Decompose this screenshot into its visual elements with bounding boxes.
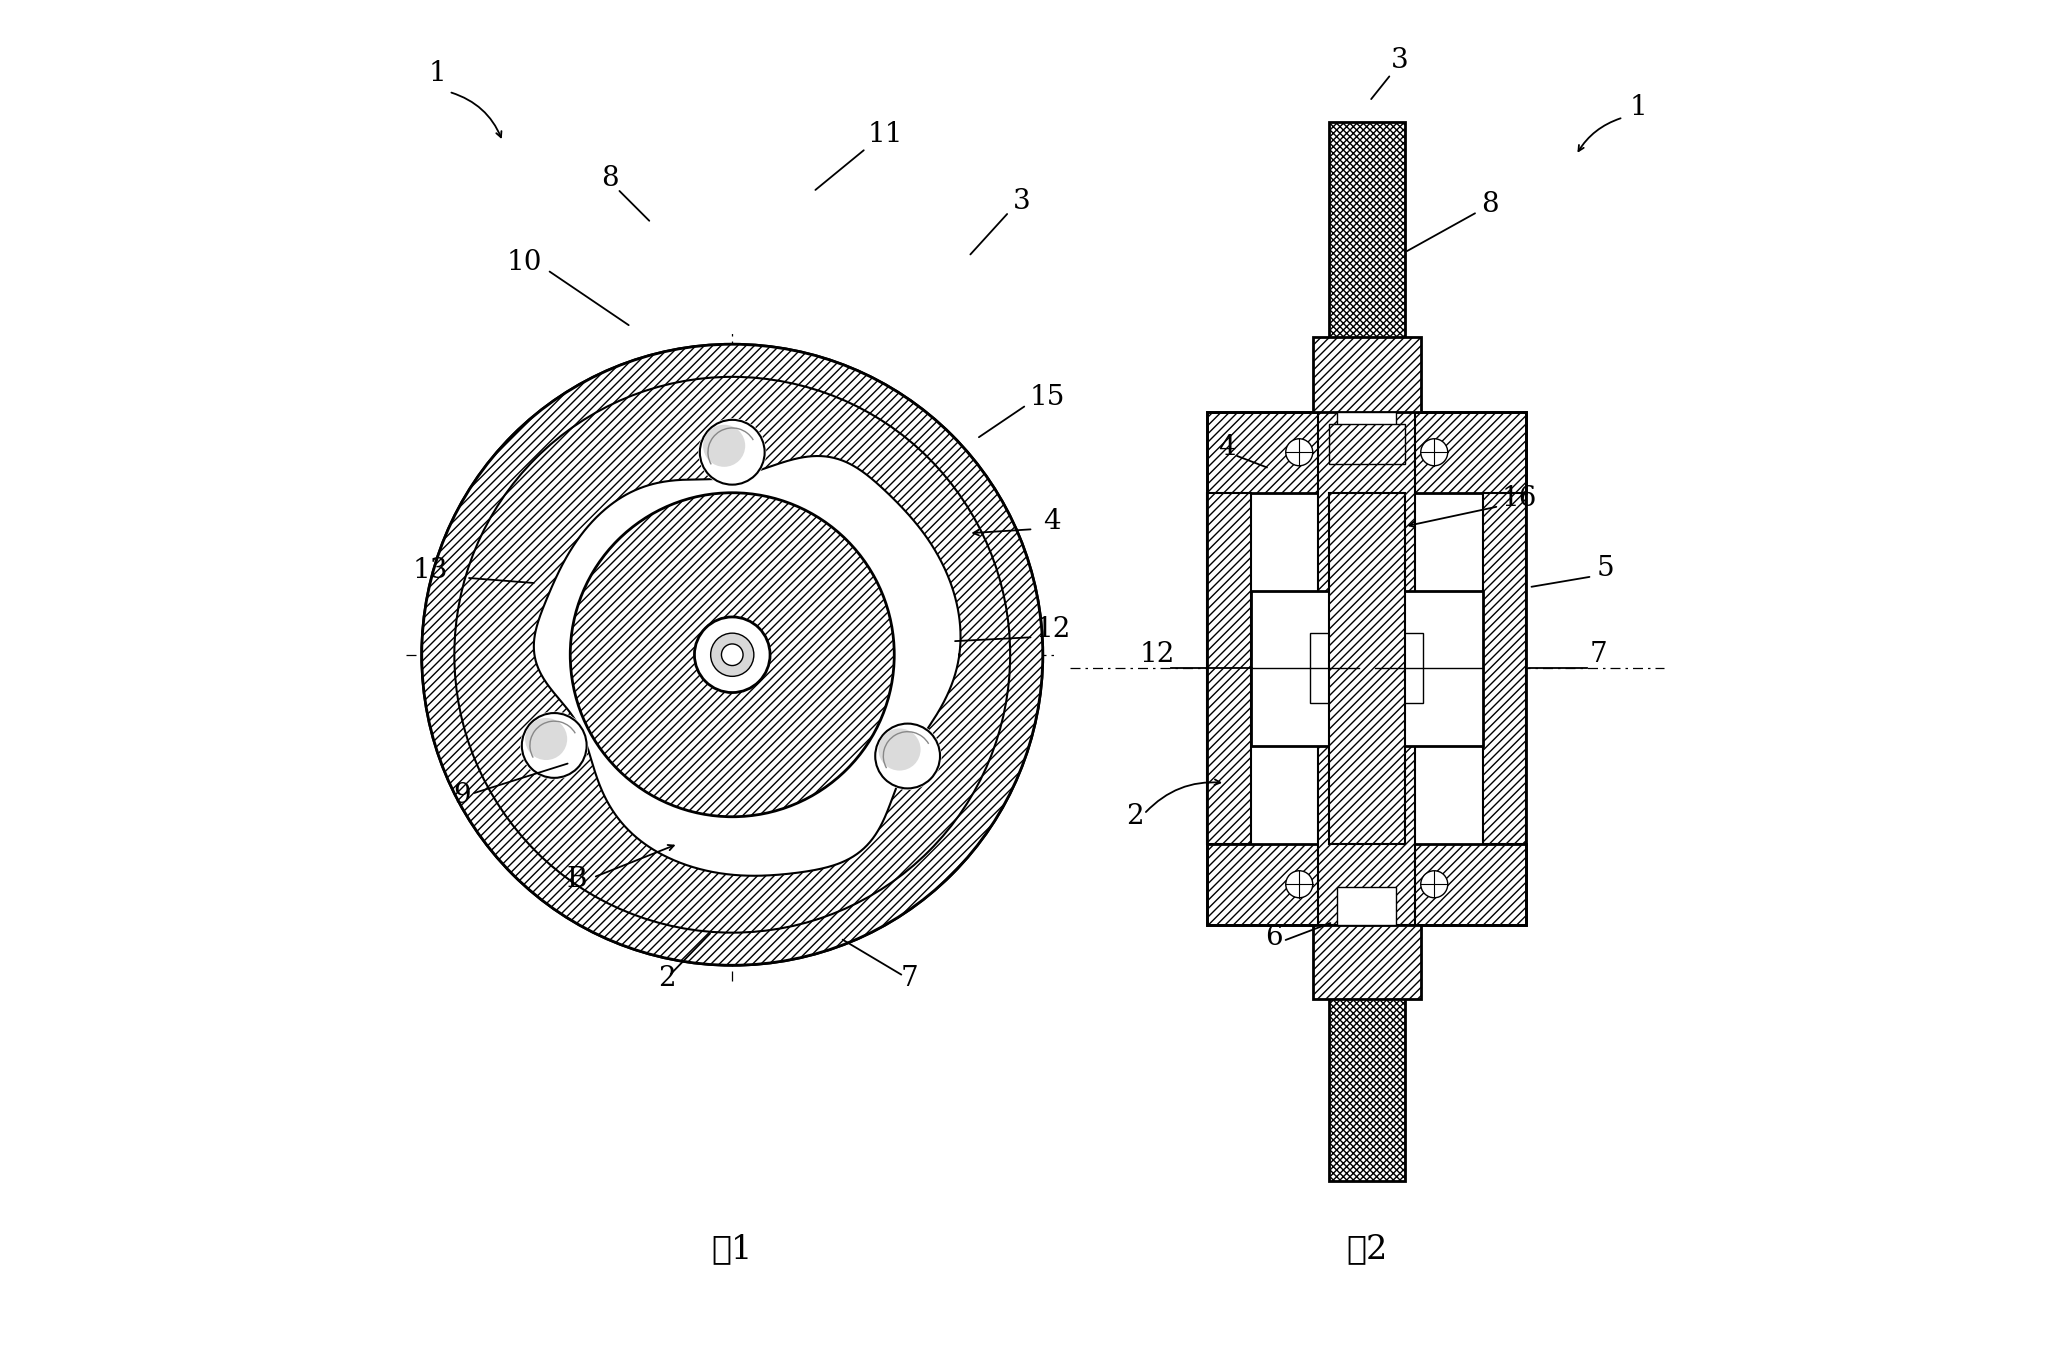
Bar: [1329, 122, 1405, 587]
Text: 5: 5: [1597, 555, 1614, 582]
Circle shape: [712, 633, 755, 676]
Bar: [1329, 424, 1405, 464]
Text: 16: 16: [1501, 485, 1538, 512]
Bar: [1207, 844, 1526, 925]
Text: 15: 15: [1029, 383, 1065, 410]
Text: B: B: [566, 865, 587, 892]
Text: 9: 9: [452, 782, 470, 809]
Circle shape: [526, 718, 566, 760]
Bar: [1252, 591, 1358, 745]
Text: 3: 3: [1012, 188, 1031, 215]
Circle shape: [722, 644, 742, 666]
Text: 4: 4: [1219, 433, 1235, 460]
Circle shape: [519, 711, 589, 779]
Circle shape: [879, 729, 920, 771]
Circle shape: [521, 713, 587, 778]
Text: 2: 2: [658, 964, 675, 991]
Text: 10: 10: [507, 248, 542, 275]
Text: 3: 3: [1391, 46, 1409, 73]
Bar: [1374, 633, 1423, 703]
Circle shape: [873, 722, 941, 790]
Text: 1: 1: [429, 59, 446, 86]
Circle shape: [1286, 439, 1313, 466]
Text: 6: 6: [1266, 923, 1282, 950]
Text: 7: 7: [902, 964, 918, 991]
Circle shape: [1421, 871, 1448, 898]
Text: 4: 4: [1043, 508, 1061, 535]
Bar: [1311, 633, 1358, 703]
Text: 1: 1: [1630, 93, 1648, 120]
Text: 12: 12: [1139, 640, 1176, 667]
Circle shape: [571, 493, 894, 817]
Bar: [1337, 412, 1397, 450]
Polygon shape: [534, 456, 961, 876]
Circle shape: [699, 420, 765, 485]
Bar: [1313, 925, 1421, 999]
Text: 8: 8: [1481, 190, 1499, 217]
Circle shape: [697, 418, 767, 486]
Bar: [1319, 412, 1415, 925]
Bar: [1374, 591, 1483, 745]
Circle shape: [695, 617, 771, 693]
Bar: [1483, 493, 1526, 844]
Text: 图2: 图2: [1346, 1233, 1387, 1265]
Bar: [1207, 493, 1252, 844]
Text: 图1: 图1: [712, 1233, 753, 1265]
Text: 8: 8: [601, 165, 620, 192]
Circle shape: [421, 344, 1043, 965]
Bar: [1329, 493, 1405, 844]
Bar: [1358, 493, 1374, 844]
Bar: [1329, 898, 1405, 1181]
Circle shape: [421, 344, 1043, 965]
Circle shape: [1421, 439, 1448, 466]
Circle shape: [703, 425, 744, 467]
Bar: [1207, 412, 1526, 925]
Bar: [1207, 412, 1526, 493]
Circle shape: [875, 724, 941, 788]
Circle shape: [1286, 871, 1313, 898]
Bar: [1337, 887, 1397, 925]
Text: 2: 2: [1127, 802, 1143, 829]
Text: 7: 7: [1589, 640, 1607, 667]
Circle shape: [571, 493, 894, 817]
Text: 12: 12: [1037, 616, 1072, 643]
Text: 11: 11: [867, 120, 902, 147]
Text: 13: 13: [413, 556, 448, 583]
Bar: [1313, 338, 1421, 412]
